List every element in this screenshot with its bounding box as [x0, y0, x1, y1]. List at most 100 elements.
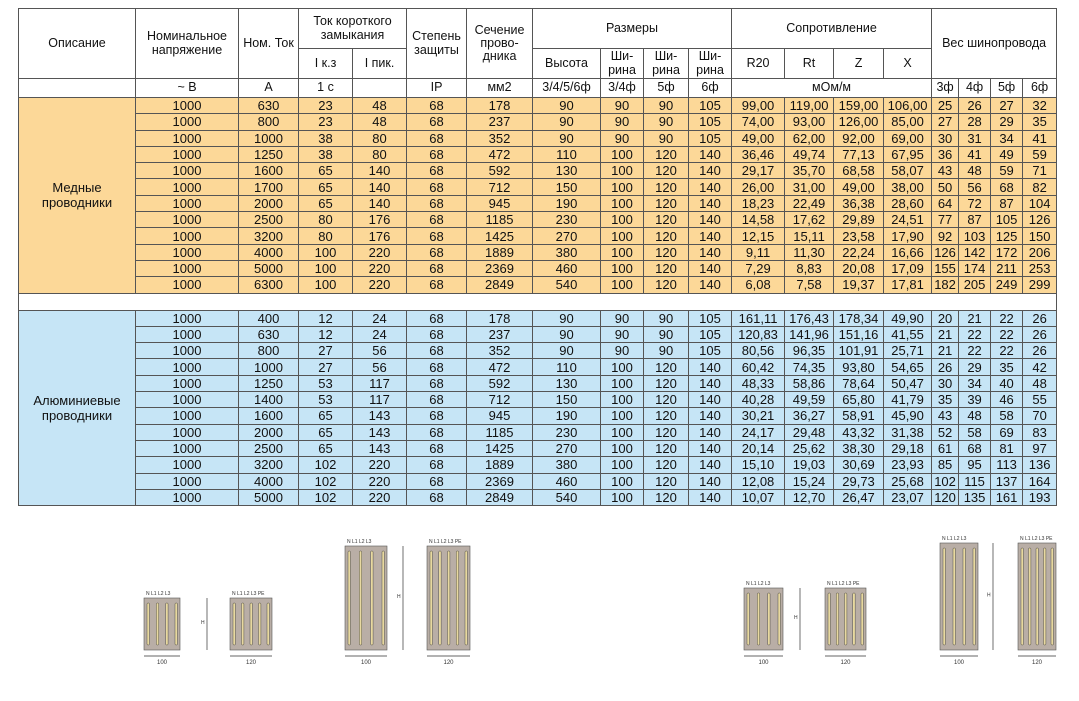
cell: 6,08 [731, 276, 786, 294]
conductor [258, 602, 262, 646]
cell: 27 [298, 358, 353, 376]
cell: 380 [532, 456, 602, 474]
cell: 8,83 [784, 259, 835, 278]
cell: 90 [643, 325, 690, 344]
cell: 59 [990, 162, 1024, 180]
spacer-row [17, 292, 1058, 311]
phase-label: N L1 L2 L3 PE [827, 581, 860, 587]
cell: 22,49 [784, 194, 835, 213]
cell: 352 [466, 342, 534, 360]
cell: 83 [1022, 423, 1058, 441]
cell: 472 [466, 145, 534, 164]
cell: 140 [688, 488, 733, 507]
conductor [241, 602, 245, 646]
cell: 2500 [238, 439, 299, 458]
data-row: 1000 4000 102 220 68 2369 460 100 120 140 12,08 15,… [19, 472, 1058, 490]
cell: 400 [238, 309, 299, 327]
cell: 90 [643, 113, 690, 131]
conductor [146, 602, 150, 646]
conductor [777, 592, 781, 646]
cell: 17,62 [784, 211, 835, 229]
data-row: 1000 2500 65 143 68 1425 270 100 120 140 20,14 25,6… [19, 439, 1058, 458]
cell: 712 [466, 391, 534, 409]
group-label: Алюминиевые проводники [18, 309, 136, 507]
cell: 352 [466, 129, 534, 147]
cell: 95 [958, 456, 992, 474]
cell: 80,56 [731, 342, 786, 360]
width-label: 100 [157, 660, 168, 666]
cell: 96,35 [784, 342, 835, 360]
cell: 155 [931, 259, 960, 278]
cell: 140 [688, 374, 733, 393]
conductor [165, 602, 169, 646]
cell: 120 [643, 358, 690, 376]
cell: 100 [600, 374, 645, 393]
height-label: H [794, 615, 798, 621]
cell: 130 [532, 162, 602, 180]
cell: 42 [1022, 358, 1058, 376]
cell: 540 [532, 276, 602, 294]
cell: 1000 [135, 342, 239, 360]
cell: 41 [1022, 129, 1058, 147]
cell: 22 [990, 325, 1024, 344]
cell: 56 [351, 358, 408, 376]
cell: 178,34 [833, 309, 885, 327]
cell: 630 [238, 325, 299, 344]
conductor [456, 550, 459, 646]
cell: 7,29 [731, 259, 786, 278]
cell: 230 [532, 423, 602, 441]
cell: 220 [351, 243, 408, 261]
conductor [1020, 547, 1024, 646]
cell: 82 [1022, 178, 1058, 196]
cell: 117 [351, 391, 408, 409]
unit-cell: 3ф [931, 78, 960, 98]
cell: 90 [600, 129, 645, 147]
cell: 1000 [135, 472, 239, 490]
phase-label: N L1 L2 L3 PE [1020, 536, 1053, 542]
cell: 6300 [238, 276, 299, 294]
cell: 140 [688, 145, 733, 164]
cell: 270 [532, 439, 602, 458]
cell: 102 [298, 456, 353, 474]
phase-label: N L1 L2 L3 PE [429, 539, 462, 545]
cell: 120 [643, 488, 690, 507]
cell: 7,58 [784, 276, 835, 294]
data-row: 1000 800 23 48 68 237 90 90 90 105 74,00 93,00 126,0… [19, 113, 1058, 131]
cell: 100 [600, 259, 645, 278]
conductor [757, 592, 760, 646]
cell: 68 [990, 178, 1024, 196]
cell: 100 [600, 211, 645, 229]
cell: 141,96 [784, 325, 835, 344]
cell: 29,17 [731, 162, 786, 180]
unit-cell: 5ф [643, 78, 690, 98]
cell: 54,65 [883, 358, 933, 376]
cell: 45,90 [883, 407, 933, 425]
header-cell: Ши-рина [688, 48, 733, 79]
cell: 150 [1022, 227, 1058, 245]
cell: 178 [466, 309, 534, 327]
cell: 12,08 [731, 472, 786, 490]
cell: 1600 [238, 162, 299, 180]
conductor [370, 550, 374, 646]
cell: 120,83 [731, 325, 786, 344]
cell: 193 [1022, 488, 1058, 507]
cell: 2849 [466, 488, 534, 507]
cell: 176 [351, 227, 408, 245]
cell: 68 [406, 439, 468, 458]
cell: 136 [1022, 456, 1058, 474]
cell: 220 [351, 259, 408, 278]
cell: 100 [600, 162, 645, 180]
width-label: 100 [361, 660, 372, 666]
cell: 16,66 [883, 243, 933, 261]
cell: 800 [238, 342, 299, 360]
cell: 120 [643, 145, 690, 164]
cell: 174 [958, 259, 992, 278]
cell: 90 [600, 113, 645, 131]
cell: 15,24 [784, 472, 835, 490]
cell: 74,35 [784, 358, 835, 376]
cell: 105 [990, 211, 1024, 229]
busbar-section [344, 545, 388, 651]
cell: 460 [532, 259, 602, 278]
cell: 130 [532, 374, 602, 393]
cell: 380 [532, 243, 602, 261]
